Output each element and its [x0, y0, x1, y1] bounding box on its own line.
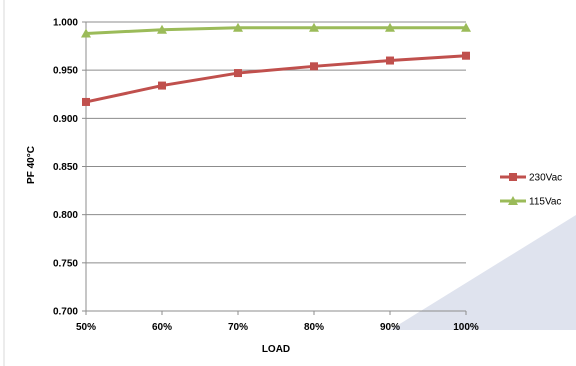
- watermark-shape: [390, 215, 576, 330]
- x-tick-labels: 50% 60% 70% 80% 90% 100%: [76, 322, 479, 333]
- data-point: [158, 81, 166, 90]
- x-tick-label: 80%: [304, 322, 324, 333]
- data-point: [461, 22, 471, 32]
- x-tick-label: 50%: [76, 322, 96, 333]
- data-point: [386, 56, 394, 65]
- y-tick-label: 0.750: [53, 258, 78, 269]
- x-tick-label: 60%: [152, 322, 172, 333]
- x-tick-label: 100%: [453, 322, 479, 333]
- gridlines: [82, 21, 466, 312]
- legend: 230Vac 115Vac: [500, 173, 562, 208]
- series-line: [85, 54, 467, 104]
- series-230Vac: [82, 51, 470, 106]
- axes: [85, 22, 467, 315]
- legend-label: 115Vac: [529, 197, 561, 208]
- legend-marker: [509, 173, 517, 181]
- data-point: [462, 51, 470, 60]
- data-point: [234, 69, 242, 78]
- y-tick-labels: 0.700 0.750 0.800 0.850 0.900 0.950 1.000: [53, 18, 78, 318]
- y-tick-label: 0.800: [53, 210, 78, 221]
- legend-label: 230Vac: [529, 173, 562, 184]
- x-axis-title: LOAD: [262, 344, 290, 355]
- legend-marker: [508, 196, 518, 205]
- y-tick-label: 0.700: [53, 307, 78, 318]
- data-point: [157, 24, 167, 34]
- y-tick-label: 0.900: [53, 114, 78, 125]
- data-point: [310, 62, 318, 71]
- data-point: [385, 22, 395, 32]
- series-115Vac: [81, 22, 471, 38]
- y-axis-title: PF 40°C: [26, 146, 37, 184]
- y-tick-label: 0.950: [53, 66, 78, 77]
- y-tick-label: 1.000: [53, 18, 78, 29]
- series-group: [81, 22, 471, 106]
- y-tick-label: 0.850: [53, 162, 78, 173]
- data-point: [81, 28, 91, 38]
- x-tick-label: 70%: [228, 322, 248, 333]
- x-tick-label: 90%: [380, 322, 400, 333]
- legend-item: 230Vac: [500, 173, 562, 184]
- series-line: [85, 26, 466, 36]
- data-point: [82, 97, 90, 106]
- data-point: [309, 22, 319, 32]
- data-point: [233, 22, 243, 32]
- legend-item: 115Vac: [500, 196, 561, 208]
